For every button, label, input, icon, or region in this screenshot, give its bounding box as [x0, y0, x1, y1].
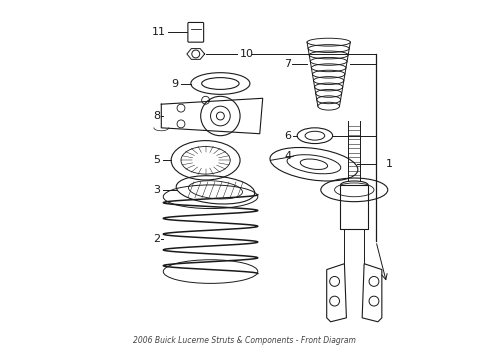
- Text: 4: 4: [284, 151, 291, 161]
- Text: 11: 11: [152, 27, 166, 37]
- FancyBboxPatch shape: [187, 22, 203, 42]
- Polygon shape: [326, 264, 346, 322]
- Polygon shape: [362, 264, 381, 322]
- Text: 3: 3: [153, 185, 160, 195]
- Text: 2006 Buick Lucerne Struts & Components - Front Diagram: 2006 Buick Lucerne Struts & Components -…: [132, 336, 355, 345]
- Text: 5: 5: [153, 155, 160, 165]
- Text: 6: 6: [284, 131, 291, 141]
- Text: 1: 1: [385, 159, 392, 169]
- Text: 2: 2: [153, 234, 160, 244]
- Text: 8: 8: [153, 111, 160, 121]
- Text: 9: 9: [171, 78, 178, 89]
- Text: 7: 7: [284, 59, 291, 69]
- Bar: [340, 185, 367, 229]
- Text: 10: 10: [240, 49, 254, 59]
